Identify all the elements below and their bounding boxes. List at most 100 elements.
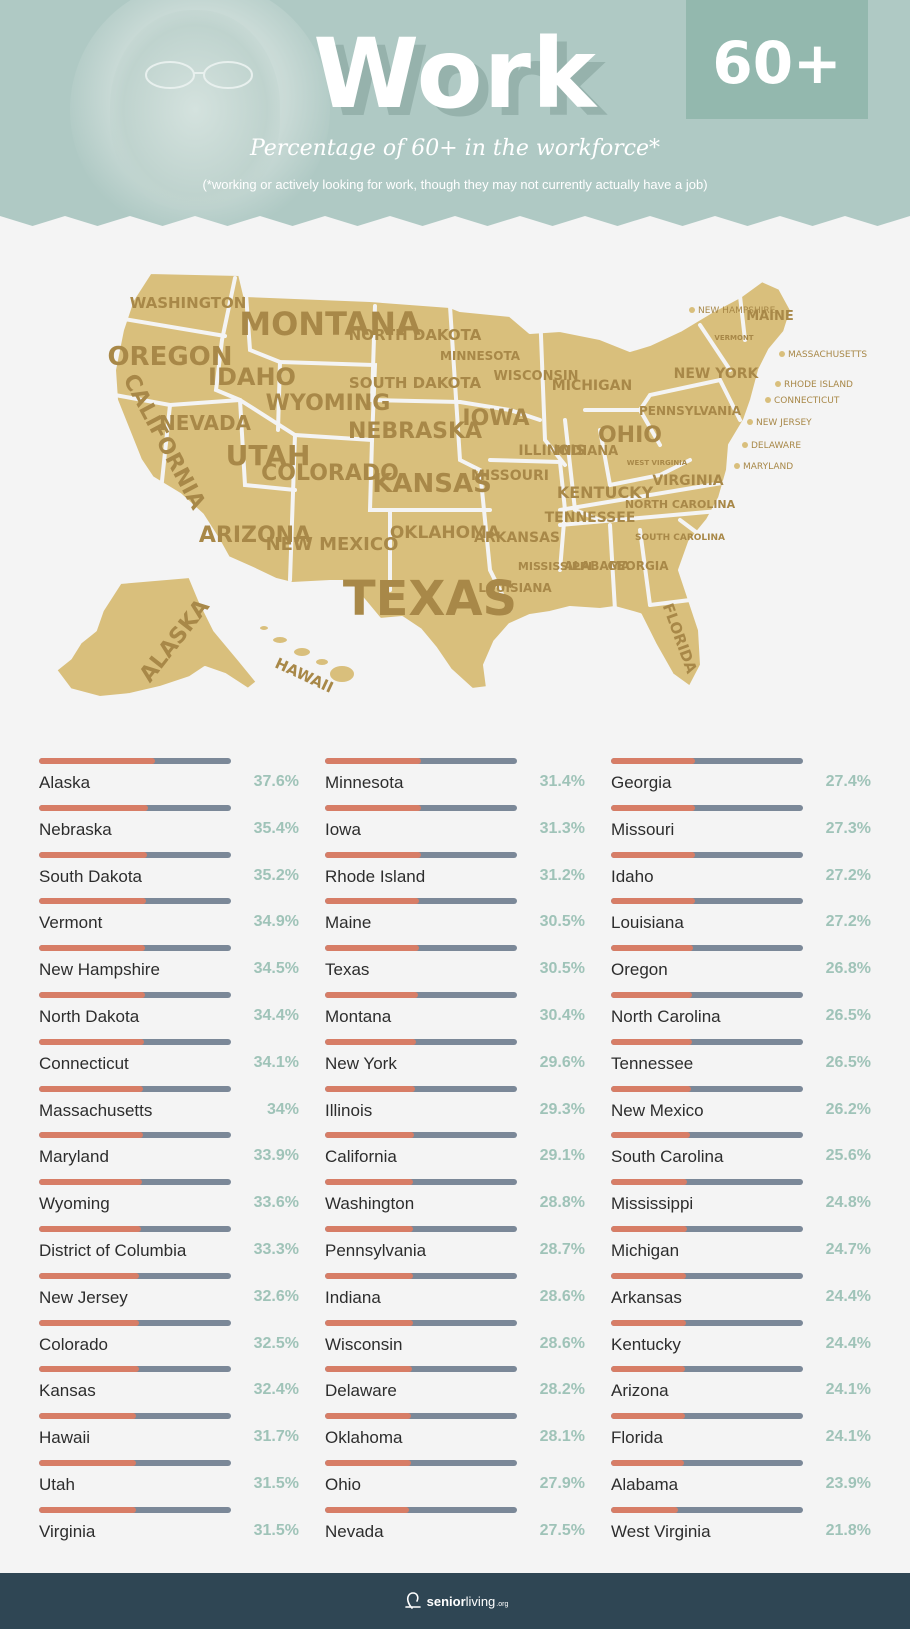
state-name: Massachusetts (39, 1100, 153, 1120)
state-name: Maine (325, 913, 372, 933)
bar-fill (611, 1179, 688, 1186)
map-label-arizona: ARIZONA (199, 523, 311, 548)
state-name: Michigan (611, 1241, 680, 1260)
bar-track (39, 851, 231, 858)
state-value: 27.3% (825, 819, 871, 837)
state-value: 26.5% (825, 1007, 871, 1024)
bar-track (325, 1506, 517, 1513)
state-value: 33.6% (253, 1194, 299, 1212)
bar-fill (611, 1413, 686, 1420)
state-value: 34% (266, 1100, 299, 1118)
map-label-kansas: KANSAS (372, 469, 492, 499)
bar-item: Tennessee 26.5% (611, 1037, 871, 1084)
state-value: 34.5% (253, 960, 299, 978)
bar-track (325, 1319, 517, 1326)
state-name: Arizona (611, 1381, 669, 1401)
state-name: Minnesota (325, 773, 404, 792)
bar-track (39, 1272, 231, 1279)
state-value: 24.8% (825, 1194, 871, 1212)
bar-track (325, 945, 517, 952)
map-label-massachusetts: MASSACHUSETTS (788, 350, 867, 360)
map-label-nebraska: NEBRASKA (348, 419, 482, 444)
map-label-south-dakota: SOUTH DAKOTA (349, 374, 482, 392)
state-name: Alabama (611, 1475, 679, 1494)
state-value: 27.5% (539, 1521, 585, 1539)
bar-item: Montana 30.4% (325, 990, 585, 1037)
bar-track (611, 1413, 803, 1420)
bar-fill (39, 992, 145, 998)
bar-item: District of Columbia 33.3% (39, 1224, 299, 1271)
state-value: 24.1% (825, 1428, 871, 1446)
bar-item: Florida 24.1% (611, 1411, 871, 1458)
state-name: New Hampshire (39, 960, 160, 980)
state-value: 31.2% (539, 866, 585, 884)
state-value: 33.9% (253, 1147, 299, 1165)
bar-fill (39, 1413, 137, 1420)
bar-fill (611, 804, 695, 811)
bar-fill (39, 1226, 142, 1232)
map-label-michigan: MICHIGAN (552, 378, 632, 394)
map-label-wyoming: WYOMING (266, 391, 391, 416)
bar-item: Connecticut 34.1% (39, 1037, 299, 1084)
bar-fill (39, 851, 148, 858)
bar-item: Hawaii 31.7% (39, 1411, 299, 1458)
state-value: 23.9% (825, 1475, 871, 1492)
bar-fill (39, 1460, 136, 1466)
state-value: 27.4% (825, 773, 871, 790)
bar-track (611, 1460, 803, 1466)
bar-fill (611, 1226, 687, 1232)
bar-fill (611, 1366, 686, 1373)
bar-track (611, 1085, 803, 1092)
state-value: 26.2% (825, 1100, 871, 1118)
bar-fill (39, 1506, 136, 1513)
state-value: 28.8% (539, 1194, 585, 1212)
bar-track (611, 992, 803, 998)
bar-fill (39, 1132, 144, 1139)
state-name: Arkansas (611, 1287, 682, 1307)
state-name: Florida (611, 1428, 663, 1448)
bar-fill (325, 992, 419, 998)
page-subtitle: Percentage of 60+ in the workforce* (249, 136, 661, 161)
state-value: 28.6% (539, 1287, 585, 1305)
map-label-texas: TEXAS (343, 571, 517, 627)
map-label-new-york: NEW YORK (674, 366, 760, 382)
bar-track (325, 804, 517, 811)
map-label-mississippi: MISSISSIPPI (518, 560, 592, 573)
state-value: 34.9% (253, 913, 299, 931)
map-label-new-mexico: NEW MEXICO (266, 534, 399, 555)
brand-suffix: .org (496, 1600, 509, 1608)
bar-item: Iowa 31.3% (325, 803, 585, 850)
bar-item: Kentucky 24.4% (611, 1318, 871, 1365)
bar-fill (325, 758, 422, 764)
bar-fill (39, 1319, 139, 1326)
bar-fill (325, 898, 419, 905)
bar-track (39, 898, 231, 905)
state-name: Iowa (325, 819, 361, 839)
state-name: Louisiana (611, 913, 684, 933)
bar-fill (325, 1038, 416, 1045)
bar-track (325, 1132, 517, 1139)
bar-fill (325, 1319, 413, 1326)
map-label-indiana: INDIANA (556, 444, 618, 459)
map-label-missouri: MISSOURI (471, 468, 549, 484)
bar-item: Maryland 33.9% (39, 1130, 299, 1177)
bar-item: Pennsylvania 28.7% (325, 1224, 585, 1271)
bar-track (325, 992, 517, 998)
map-label-north-dakota: NORTH DAKOTA (349, 326, 482, 344)
map-label-nevada: NEVADA (159, 411, 252, 435)
bar-track (611, 1272, 803, 1279)
brand-logo[interactable]: senior living .org (0, 1573, 910, 1629)
bar-track (39, 1085, 231, 1092)
bar-fill (325, 1226, 414, 1232)
senior-woman-photo (110, 10, 280, 210)
bar-fill (611, 1506, 678, 1513)
state-value: 34.4% (253, 1007, 299, 1024)
bar-item: Indiana 28.6% (325, 1271, 585, 1318)
bar-item: Alaska 37.6% (39, 756, 299, 803)
bar-item: Arkansas 24.4% (611, 1271, 871, 1318)
bar-item: New York 29.6% (325, 1037, 585, 1084)
map-label-minnesota: MINNESOTA (440, 349, 521, 363)
state-value: 28.6% (539, 1334, 585, 1352)
bar-fill (39, 804, 148, 811)
state-name: South Dakota (39, 866, 143, 886)
